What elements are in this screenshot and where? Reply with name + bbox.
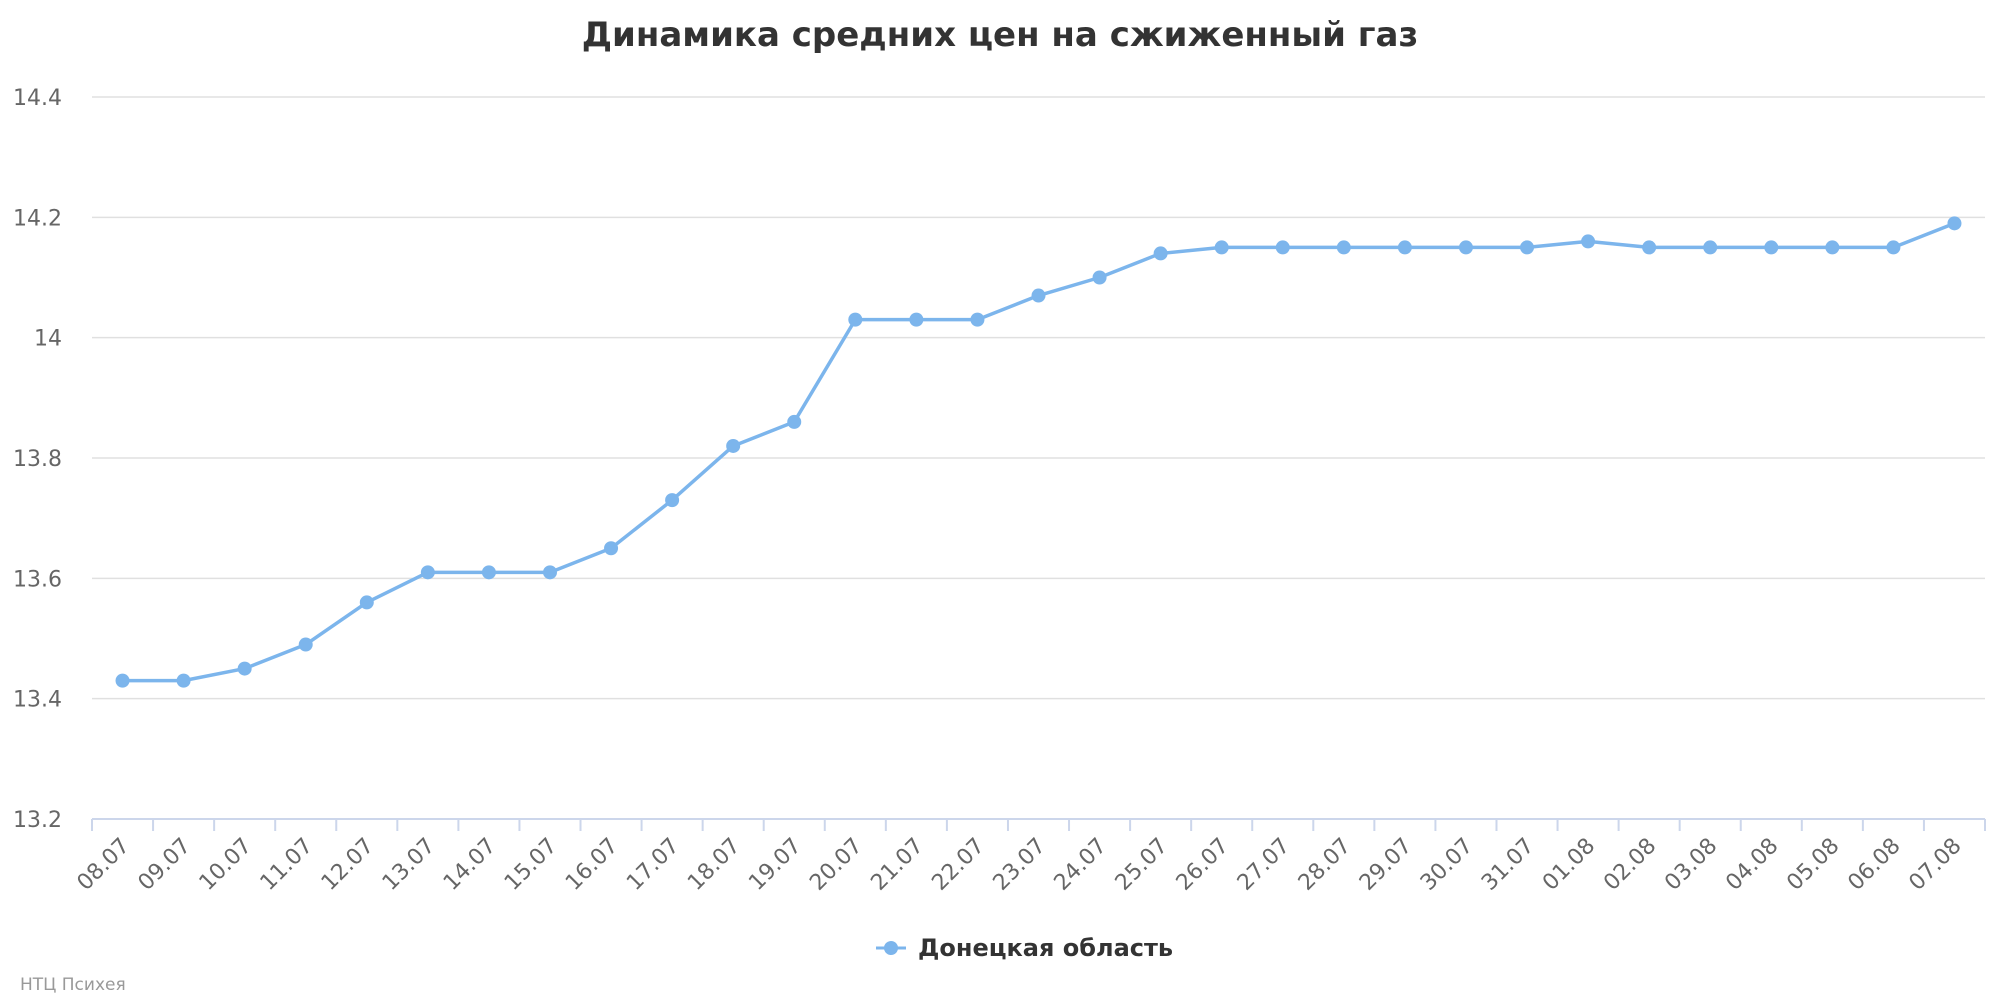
data-point[interactable] — [1642, 240, 1657, 255]
x-tick-label: 27.07 — [1233, 834, 1295, 896]
x-tick-label: 12.07 — [317, 834, 379, 896]
data-point[interactable] — [787, 414, 802, 429]
x-tick-label: 22.07 — [927, 834, 989, 896]
legend-dot-marker — [884, 941, 898, 955]
data-point[interactable] — [542, 565, 557, 580]
x-tick-label: 20.07 — [805, 834, 867, 896]
x-tick-label: 25.07 — [1111, 834, 1173, 896]
x-tick-label: 07.08 — [1904, 834, 1966, 896]
data-point[interactable] — [909, 312, 924, 327]
x-tick-label: 01.08 — [1538, 834, 1600, 896]
data-point[interactable] — [1947, 216, 1962, 231]
grid-lines — [92, 96, 1985, 700]
x-tick-label: 15.07 — [500, 834, 562, 896]
data-point[interactable] — [1397, 240, 1412, 255]
x-tick-label: 11.07 — [256, 834, 318, 896]
x-tick-label: 24.07 — [1050, 834, 1112, 896]
x-tick-label: 09.07 — [134, 834, 196, 896]
data-point[interactable] — [1703, 240, 1718, 255]
data-point[interactable] — [1092, 270, 1107, 285]
x-tick-label: 04.08 — [1721, 834, 1783, 896]
x-tick-label: 31.07 — [1477, 834, 1539, 896]
x-tick-label: 03.08 — [1660, 834, 1722, 896]
data-point[interactable] — [1886, 240, 1901, 255]
data-point[interactable] — [1581, 234, 1596, 249]
x-tick-label: 19.07 — [744, 834, 806, 896]
y-tick-label: 14 — [34, 327, 62, 352]
x-tick-label: 05.08 — [1782, 834, 1844, 896]
data-point[interactable] — [1031, 288, 1046, 303]
data-point[interactable] — [176, 673, 191, 688]
data-point[interactable] — [665, 493, 680, 508]
data-point[interactable] — [1825, 240, 1840, 255]
x-tick-label: 29.07 — [1355, 834, 1417, 896]
y-tick-label: 13.4 — [13, 688, 62, 713]
series-layer — [115, 216, 1962, 688]
x-tick-label: 14.07 — [439, 834, 501, 896]
x-tick-label: 23.07 — [989, 834, 1051, 896]
y-tick-label: 14.2 — [13, 206, 62, 231]
data-point[interactable] — [604, 541, 619, 556]
x-tick-label: 16.07 — [561, 834, 623, 896]
x-tick-label: 08.07 — [73, 834, 135, 896]
y-tick-label: 13.6 — [13, 567, 62, 592]
x-axis: 08.0709.0710.0711.0712.0713.0714.0715.07… — [73, 818, 1986, 896]
data-point[interactable] — [848, 312, 863, 327]
x-tick-label: 02.08 — [1599, 834, 1661, 896]
data-point[interactable] — [1764, 240, 1779, 255]
x-tick-label: 10.07 — [195, 834, 257, 896]
x-tick-label: 17.07 — [622, 834, 684, 896]
data-point[interactable] — [237, 661, 252, 676]
chart-title: Динамика средних цен на сжиженный газ — [582, 15, 1419, 55]
legend[interactable]: Донецкая область — [876, 934, 1173, 962]
data-point[interactable] — [970, 312, 985, 327]
x-tick-label: 26.07 — [1172, 834, 1234, 896]
data-point[interactable] — [1336, 240, 1351, 255]
y-tick-label: 14.4 — [13, 86, 62, 111]
data-point[interactable] — [359, 595, 374, 610]
x-tick-label: 21.07 — [866, 834, 928, 896]
x-tick-label: 18.07 — [683, 834, 745, 896]
data-point[interactable] — [1214, 240, 1229, 255]
data-point[interactable] — [726, 438, 741, 453]
y-tick-label: 13.8 — [13, 447, 62, 472]
data-point[interactable] — [1458, 240, 1473, 255]
x-tick-label: 13.07 — [378, 834, 440, 896]
chart-credit[interactable]: НТЦ Психея — [20, 975, 126, 995]
y-axis: 13.2 13.4 13.6 13.8 14 14.2 14.4 — [13, 86, 62, 833]
data-point[interactable] — [1275, 240, 1290, 255]
x-tick-label: 30.07 — [1416, 834, 1478, 896]
data-point[interactable] — [115, 673, 130, 688]
legend-label: Донецкая область — [918, 934, 1173, 962]
data-point[interactable] — [420, 565, 435, 580]
x-tick-label: 06.08 — [1843, 834, 1905, 896]
y-tick-label: 13.2 — [13, 808, 62, 833]
data-point[interactable] — [1520, 240, 1535, 255]
data-point[interactable] — [298, 637, 313, 652]
data-point[interactable] — [481, 565, 496, 580]
data-point[interactable] — [1153, 246, 1168, 261]
x-tick-label: 28.07 — [1294, 834, 1356, 896]
